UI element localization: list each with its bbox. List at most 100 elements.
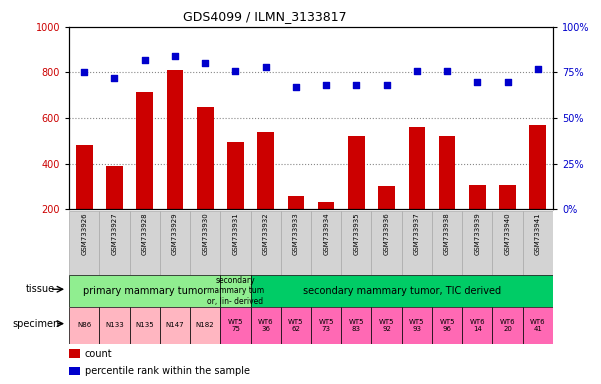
Bar bbox=[130, 307, 160, 344]
Point bbox=[503, 79, 513, 85]
Point bbox=[472, 79, 482, 85]
Bar bbox=[432, 307, 462, 344]
Text: GSM733930: GSM733930 bbox=[202, 212, 208, 255]
Point bbox=[442, 68, 452, 74]
Bar bbox=[469, 185, 486, 255]
Text: secondary mammary tumor, TIC derived: secondary mammary tumor, TIC derived bbox=[303, 286, 501, 296]
Text: GSM733939: GSM733939 bbox=[474, 212, 480, 255]
Point bbox=[322, 82, 331, 88]
Text: WT5
62: WT5 62 bbox=[288, 319, 304, 332]
Text: GSM733935: GSM733935 bbox=[353, 212, 359, 255]
Point bbox=[412, 68, 422, 74]
Point bbox=[261, 64, 270, 70]
Bar bbox=[401, 211, 432, 275]
Bar bbox=[492, 307, 523, 344]
Bar bbox=[99, 307, 130, 344]
Text: count: count bbox=[85, 349, 112, 359]
Bar bbox=[371, 211, 401, 275]
Bar bbox=[227, 142, 244, 255]
Text: GSM733934: GSM733934 bbox=[323, 212, 329, 255]
Text: WT6
14: WT6 14 bbox=[469, 319, 485, 332]
Text: tissue: tissue bbox=[25, 284, 55, 294]
Text: WT5
73: WT5 73 bbox=[319, 319, 334, 332]
Bar bbox=[221, 211, 251, 275]
Bar bbox=[529, 125, 546, 255]
Bar bbox=[251, 211, 281, 275]
Point bbox=[79, 70, 89, 76]
Bar bbox=[166, 70, 183, 255]
Bar bbox=[281, 307, 311, 344]
Text: WT5
83: WT5 83 bbox=[349, 319, 364, 332]
Bar bbox=[318, 202, 334, 255]
Bar bbox=[499, 185, 516, 255]
Bar bbox=[371, 307, 401, 344]
Text: WT5
93: WT5 93 bbox=[409, 319, 424, 332]
Bar bbox=[409, 127, 425, 255]
Text: GSM733929: GSM733929 bbox=[172, 212, 178, 255]
Bar bbox=[257, 132, 274, 255]
Text: secondary
mammary tum
or, lin- derived: secondary mammary tum or, lin- derived bbox=[207, 276, 264, 306]
Point bbox=[291, 84, 300, 90]
Text: specimen: specimen bbox=[12, 319, 59, 329]
Text: N135: N135 bbox=[135, 323, 154, 328]
Bar bbox=[378, 187, 395, 255]
Bar bbox=[221, 307, 251, 344]
Bar bbox=[341, 307, 371, 344]
Text: WT5
75: WT5 75 bbox=[228, 319, 243, 332]
Text: WT6
20: WT6 20 bbox=[500, 319, 516, 332]
Bar bbox=[439, 136, 456, 255]
Bar bbox=[251, 307, 281, 344]
Text: N182: N182 bbox=[196, 323, 215, 328]
Bar bbox=[281, 211, 311, 275]
Text: GSM733933: GSM733933 bbox=[293, 212, 299, 255]
Bar bbox=[348, 136, 365, 255]
Bar bbox=[69, 275, 221, 307]
Bar bbox=[288, 195, 304, 255]
Bar bbox=[99, 211, 130, 275]
Text: N86: N86 bbox=[77, 323, 91, 328]
Bar bbox=[523, 211, 553, 275]
Text: GSM733941: GSM733941 bbox=[535, 212, 541, 255]
Bar bbox=[251, 275, 553, 307]
Bar bbox=[311, 211, 341, 275]
Text: GSM733926: GSM733926 bbox=[81, 212, 87, 255]
Text: GDS4099 / ILMN_3133817: GDS4099 / ILMN_3133817 bbox=[183, 10, 346, 23]
Text: N133: N133 bbox=[105, 323, 124, 328]
Bar bbox=[401, 307, 432, 344]
Text: percentile rank within the sample: percentile rank within the sample bbox=[85, 366, 249, 376]
Bar bbox=[311, 307, 341, 344]
Bar bbox=[136, 92, 153, 255]
Text: GSM733937: GSM733937 bbox=[414, 212, 420, 255]
Bar bbox=[341, 211, 371, 275]
Bar bbox=[69, 367, 80, 375]
Text: GSM733940: GSM733940 bbox=[505, 212, 511, 255]
Point bbox=[200, 60, 210, 66]
Text: WT6
41: WT6 41 bbox=[530, 319, 546, 332]
Bar bbox=[523, 307, 553, 344]
Text: GSM733927: GSM733927 bbox=[111, 212, 117, 255]
Bar bbox=[221, 275, 251, 307]
Text: primary mammary tumor: primary mammary tumor bbox=[82, 286, 207, 296]
Text: GSM733931: GSM733931 bbox=[233, 212, 239, 255]
Bar bbox=[69, 211, 99, 275]
Text: GSM733938: GSM733938 bbox=[444, 212, 450, 255]
Bar bbox=[76, 146, 93, 255]
Point bbox=[533, 66, 543, 72]
Text: WT5
92: WT5 92 bbox=[379, 319, 394, 332]
Point bbox=[109, 75, 119, 81]
Text: GSM733928: GSM733928 bbox=[142, 212, 148, 255]
Bar bbox=[69, 307, 99, 344]
Bar bbox=[69, 349, 80, 358]
Text: WT5
96: WT5 96 bbox=[439, 319, 455, 332]
Bar bbox=[462, 307, 492, 344]
Bar bbox=[492, 211, 523, 275]
Point bbox=[140, 56, 150, 63]
Bar bbox=[462, 211, 492, 275]
Bar bbox=[190, 211, 221, 275]
Point bbox=[231, 68, 240, 74]
Bar bbox=[106, 166, 123, 255]
Bar bbox=[130, 211, 160, 275]
Point bbox=[382, 82, 391, 88]
Bar bbox=[160, 307, 190, 344]
Text: GSM733932: GSM733932 bbox=[263, 212, 269, 255]
